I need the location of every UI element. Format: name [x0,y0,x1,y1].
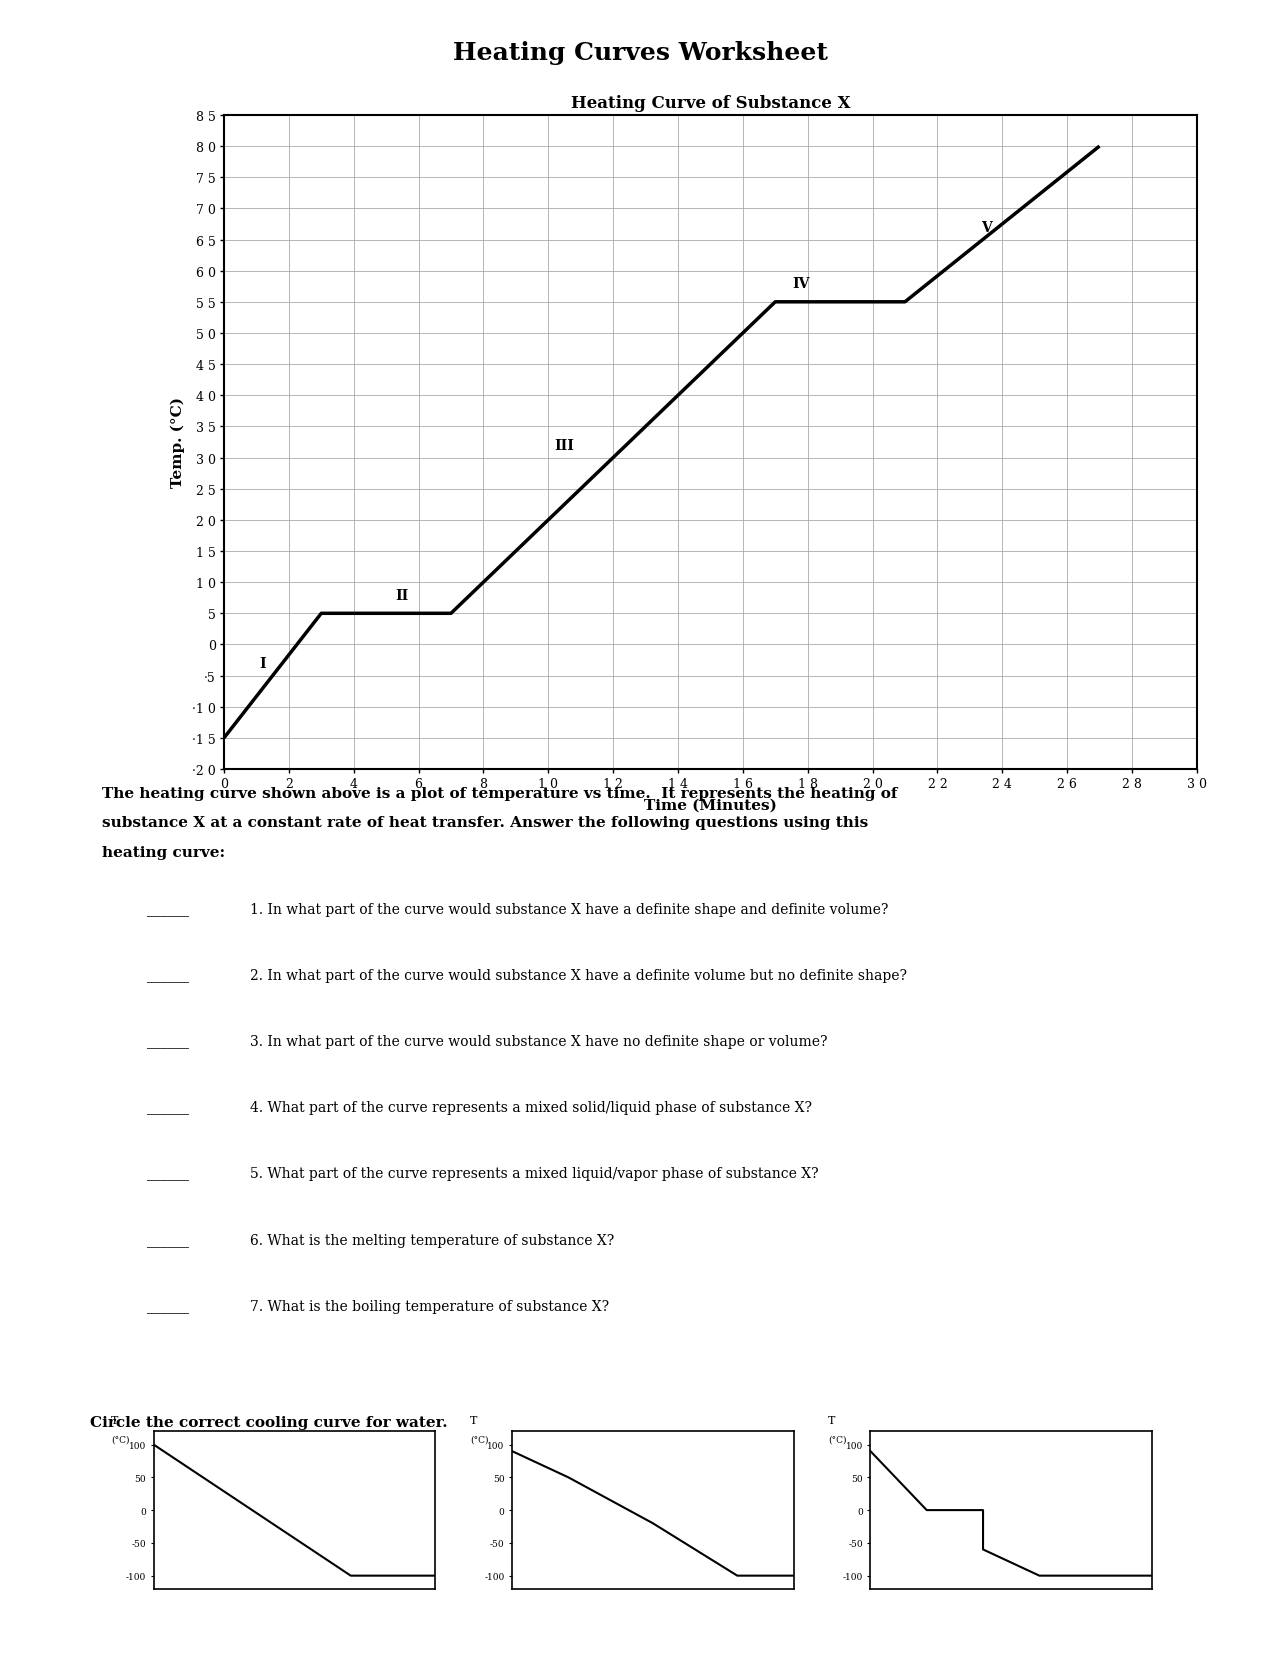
Text: 2. In what part of the curve would substance X have a definite volume but no def: 2. In what part of the curve would subst… [250,968,906,981]
Text: Heating Curves Worksheet: Heating Curves Worksheet [453,41,827,65]
Text: The heating curve shown above is a plot of temperature vs time.  It represents t: The heating curve shown above is a plot … [102,786,897,799]
Text: 6. What is the melting temperature of substance X?: 6. What is the melting temperature of su… [250,1233,614,1246]
Text: 7. What is the boiling temperature of substance X?: 7. What is the boiling temperature of su… [250,1299,609,1312]
Text: T: T [111,1415,119,1425]
Text: 3. In what part of the curve would substance X have no definite shape or volume?: 3. In what part of the curve would subst… [250,1034,827,1048]
Text: (°C): (°C) [111,1435,129,1443]
Text: 5. What part of the curve represents a mixed liquid/vapor phase of substance X?: 5. What part of the curve represents a m… [250,1167,818,1180]
Text: IV: IV [792,276,810,291]
X-axis label: Time (Minutes): Time (Minutes) [644,798,777,813]
Text: (°C): (°C) [470,1435,488,1443]
Text: 1. In what part of the curve would substance X have a definite shape and definit: 1. In what part of the curve would subst… [250,902,888,915]
Text: ______: ______ [147,1299,189,1312]
Text: ______: ______ [147,1167,189,1180]
Text: ______: ______ [147,968,189,981]
Text: ______: ______ [147,1101,189,1114]
Text: substance X at a constant rate of heat transfer. Answer the following questions : substance X at a constant rate of heat t… [102,816,869,829]
Text: ______: ______ [147,902,189,915]
Y-axis label: Temp. (°C): Temp. (°C) [170,397,184,488]
Text: (°C): (°C) [828,1435,846,1443]
Text: I: I [260,657,266,670]
Text: ______: ______ [147,1233,189,1246]
Text: II: II [396,588,410,602]
Text: V: V [980,220,992,235]
Text: III: III [554,439,575,453]
Text: T: T [470,1415,477,1425]
Text: Circle the correct cooling curve for water.: Circle the correct cooling curve for wat… [90,1415,447,1428]
Text: ______: ______ [147,1034,189,1048]
Text: 4. What part of the curve represents a mixed solid/liquid phase of substance X?: 4. What part of the curve represents a m… [250,1101,812,1114]
Text: T: T [828,1415,836,1425]
Text: heating curve:: heating curve: [102,846,225,859]
Title: Heating Curve of Substance X: Heating Curve of Substance X [571,94,850,111]
